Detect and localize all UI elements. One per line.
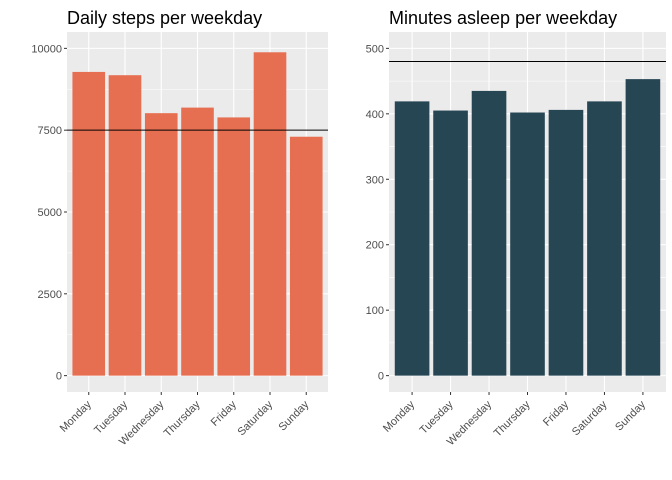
sleep-y-tick-label: 400 <box>366 109 384 121</box>
steps-x-tick-label-friday: Friday <box>209 398 239 428</box>
sleep-x-tick-label-thursday: Thursday <box>492 398 533 439</box>
steps-x-tick-label-saturday: Saturday <box>236 398 276 438</box>
sleep-x-tick-label-saturday: Saturday <box>570 398 610 438</box>
sleep-chart-title: Minutes asleep per weekday <box>389 8 617 28</box>
sleep-bar-sunday <box>625 79 661 376</box>
sleep-bar-thursday <box>510 112 545 376</box>
sleep-bar-friday <box>548 109 584 376</box>
steps-bar-tuesday <box>108 75 142 376</box>
steps-bar-saturday <box>253 52 287 376</box>
sleep-y-tick-label: 500 <box>366 43 384 55</box>
steps-bar-thursday <box>181 107 214 376</box>
steps-y-tick-label: 0 <box>56 371 62 383</box>
steps-y-tick-label: 7500 <box>38 125 62 137</box>
steps-x-tick-label-monday: Monday <box>58 398 95 435</box>
steps-y-tick-label: 2500 <box>38 289 62 301</box>
steps-y-tick-label: 5000 <box>38 207 62 219</box>
steps-chart: 025005000750010000MondayTuesdayWednesday… <box>31 8 328 448</box>
sleep-bar-wednesday <box>471 90 507 376</box>
sleep-x-tick-label-tuesday: Tuesday <box>418 398 456 436</box>
sleep-x-tick-label-monday: Monday <box>381 398 418 435</box>
steps-bar-wednesday <box>144 113 178 376</box>
sleep-x-tick-label-friday: Friday <box>541 398 571 428</box>
steps-chart-title: Daily steps per weekday <box>67 8 262 28</box>
steps-x-tick-label-sunday: Sunday <box>277 398 312 433</box>
sleep-bar-monday <box>394 101 430 376</box>
sleep-y-tick-label: 100 <box>366 305 384 317</box>
sleep-bar-saturday <box>587 101 622 376</box>
sleep-bar-tuesday <box>433 110 468 376</box>
sleep-y-tick-label: 300 <box>366 174 384 186</box>
sleep-x-tick-label-sunday: Sunday <box>613 398 648 433</box>
sleep-y-tick-label: 200 <box>366 240 384 252</box>
sleep-y-tick-label: 0 <box>378 371 384 383</box>
steps-y-tick-label: 10000 <box>31 43 62 55</box>
steps-bar-sunday <box>289 136 323 376</box>
steps-x-tick-label-thursday: Thursday <box>162 398 203 439</box>
steps-bar-friday <box>217 117 251 376</box>
steps-bar-monday <box>72 71 106 376</box>
